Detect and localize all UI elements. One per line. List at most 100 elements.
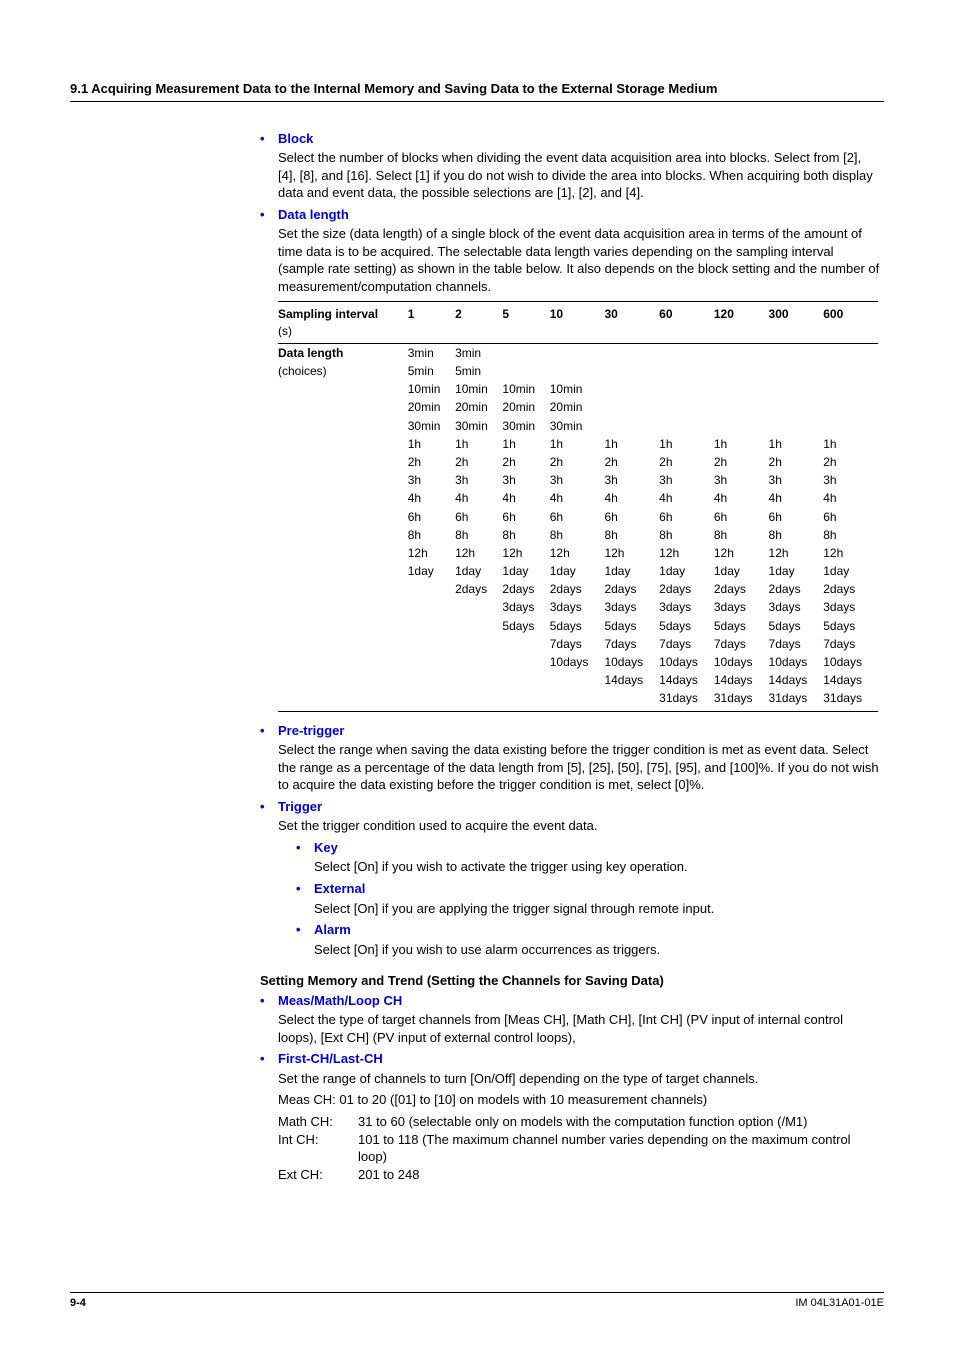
- item-trigger-key-label: Key: [314, 839, 338, 857]
- table-cell: 2days: [502, 580, 549, 598]
- item-trigger-alarm-label: Alarm: [314, 921, 351, 939]
- table-cell: 6h: [455, 508, 502, 526]
- table-cell: 4h: [455, 489, 502, 507]
- table-cell: 5days: [604, 617, 659, 635]
- table-cell: 7days: [769, 635, 824, 653]
- table-cell: [550, 689, 605, 711]
- table-cell: 2days: [455, 580, 502, 598]
- table-cell: 5days: [823, 617, 878, 635]
- table-cell: [502, 653, 549, 671]
- table-cell: 10days: [550, 653, 605, 671]
- table-cell: 1day: [408, 562, 455, 580]
- table-rowlabel: [278, 617, 408, 635]
- table-cell: 5days: [659, 617, 714, 635]
- ch-int-val: 101 to 118 (The maximum channel number v…: [358, 1131, 880, 1166]
- table-col-2: 2: [455, 302, 502, 343]
- table-rowlabel: [278, 489, 408, 507]
- table-body: Data length3min3min(choices)5min5min10mi…: [278, 343, 878, 711]
- bullet-icon: •: [260, 992, 278, 1010]
- item-pretrigger-text: Select the range when saving the data ex…: [278, 741, 880, 794]
- table-cell: 2h: [408, 453, 455, 471]
- table-rowlabel: [278, 598, 408, 616]
- table-cell: 10days: [659, 653, 714, 671]
- table-cell: 4h: [550, 489, 605, 507]
- item-firstlast-text2: Meas CH: 01 to 20 ([01] to [10] on model…: [278, 1091, 880, 1109]
- table-cell: 3days: [502, 598, 549, 616]
- table-cell: 12h: [550, 544, 605, 562]
- table-cell: [659, 398, 714, 416]
- table-cell: 30min: [550, 417, 605, 435]
- item-trigger-key-text: Select [On] if you wish to activate the …: [314, 858, 880, 876]
- table-cell: [455, 653, 502, 671]
- table-row: 20min20min20min20min: [278, 398, 878, 416]
- table-cell: 6h: [714, 508, 769, 526]
- table-col-300: 300: [769, 302, 824, 343]
- table-cell: [408, 617, 455, 635]
- table-cell: 1h: [550, 435, 605, 453]
- table-cell: 10min: [502, 380, 549, 398]
- table-cell: 20min: [502, 398, 549, 416]
- table-cell: 6h: [604, 508, 659, 526]
- table-cell: 4h: [769, 489, 824, 507]
- table-cell: [408, 635, 455, 653]
- table-cell: 12h: [714, 544, 769, 562]
- table-cell: 3h: [502, 471, 549, 489]
- table-cell: [550, 343, 605, 362]
- data-length-table: Sampling interval (s) 1 2 5 10 30 60 120…: [278, 301, 878, 711]
- item-pretrigger: • Pre-trigger: [260, 722, 880, 740]
- table-rowlabel: [278, 653, 408, 671]
- table-cell: 7days: [714, 635, 769, 653]
- table-cell: 1h: [823, 435, 878, 453]
- table-cell: [714, 398, 769, 416]
- table-cell: 30min: [455, 417, 502, 435]
- item-measmath: • Meas/Math/Loop CH: [260, 992, 880, 1010]
- ch-math-val: 31 to 60 (selectable only on models with…: [358, 1113, 807, 1131]
- table-cell: [714, 417, 769, 435]
- table-cell: 3h: [408, 471, 455, 489]
- table-cell: 5days: [714, 617, 769, 635]
- table-cell: 8h: [714, 526, 769, 544]
- channel-grid: Math CH: 31 to 60 (selectable only on mo…: [278, 1113, 880, 1183]
- table-cell: 6h: [502, 508, 549, 526]
- table-col-600: 600: [823, 302, 878, 343]
- table-cell: 1h: [502, 435, 549, 453]
- table-cell: 4h: [714, 489, 769, 507]
- table-row: 4h4h4h4h4h4h4h4h4h: [278, 489, 878, 507]
- table-cell: [604, 689, 659, 711]
- table-cell: 8h: [604, 526, 659, 544]
- table-cell: [604, 380, 659, 398]
- table-cell: 10min: [455, 380, 502, 398]
- table-cell: 8h: [823, 526, 878, 544]
- table-cell: 4h: [604, 489, 659, 507]
- table-cell: 1day: [502, 562, 549, 580]
- table-cell: 2h: [714, 453, 769, 471]
- table-cell: [408, 653, 455, 671]
- table-row: 3days3days3days3days3days3days3days: [278, 598, 878, 616]
- table-cell: 7days: [604, 635, 659, 653]
- page-footer: 9-4 IM 04L31A01-01E: [70, 1292, 884, 1311]
- table-cell: [769, 398, 824, 416]
- table-rowlabel: [278, 508, 408, 526]
- table-cell: 7days: [550, 635, 605, 653]
- ch-row-math: Math CH: 31 to 60 (selectable only on mo…: [278, 1113, 880, 1131]
- table-cell: 1h: [455, 435, 502, 453]
- table-cell: 5days: [550, 617, 605, 635]
- table-cell: [823, 417, 878, 435]
- item-trigger-text: Set the trigger condition used to acquir…: [278, 817, 880, 835]
- table-cell: 20min: [550, 398, 605, 416]
- table-cell: 4h: [502, 489, 549, 507]
- table-rowlabel: [278, 580, 408, 598]
- table-row: 7days7days7days7days7days7days: [278, 635, 878, 653]
- table-cell: 10days: [823, 653, 878, 671]
- table-cell: 2h: [502, 453, 549, 471]
- item-datalength-label: Data length: [278, 206, 349, 224]
- table-cell: 1h: [769, 435, 824, 453]
- item-trigger-alarm: • Alarm: [278, 921, 880, 939]
- trigger-subitems: • Key Select [On] if you wish to activat…: [278, 839, 880, 958]
- table-row: 30min30min30min30min: [278, 417, 878, 435]
- bullet-icon: •: [296, 921, 314, 939]
- table-cell: 3days: [714, 598, 769, 616]
- table-cell: [455, 689, 502, 711]
- bullet-icon: •: [260, 1050, 278, 1068]
- item-trigger-external: • External: [278, 880, 880, 898]
